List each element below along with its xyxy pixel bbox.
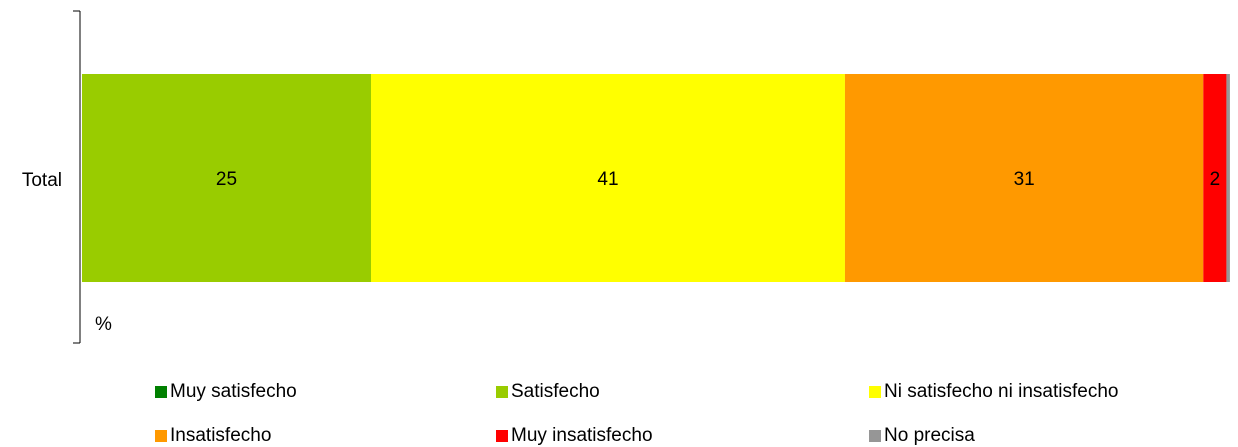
bar-segments [82,74,1230,282]
bar-segment-insatisfecho [844,74,1204,282]
category-label-total: Total [22,170,62,191]
bar-segment-no-precisa [1226,74,1230,282]
data-label-ni-satisfecho-ni-insatisfecho: 41 [597,169,618,190]
bar-segment-ni-satisfecho-ni-insatisfecho [371,74,845,282]
category-axis: Total % [22,10,112,344]
data-label-muy-insatisfecho: 2 [1210,169,1221,190]
unit-label: % [95,314,112,335]
bar-segment-muy-insatisfecho [1203,74,1227,282]
data-label-satisfecho: 25 [216,169,237,190]
bar-segment-satisfecho [82,74,371,282]
data-labels: 25 41 31 2 [216,169,1220,190]
data-label-insatisfecho: 31 [1014,169,1035,190]
